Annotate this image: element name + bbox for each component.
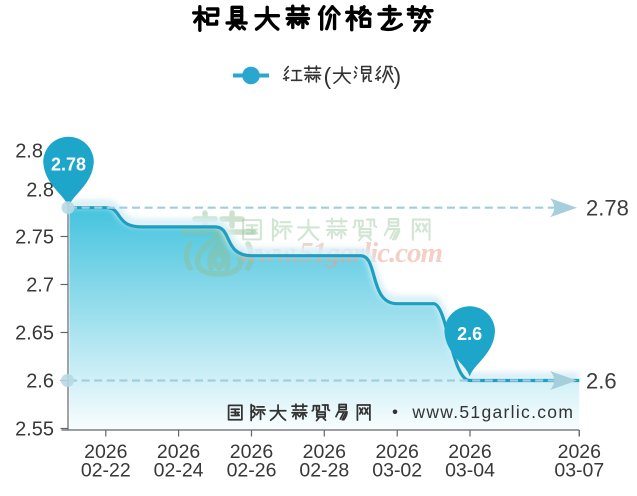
svg-text:2.6: 2.6 [457,324,482,344]
svg-text:2.78: 2.78 [51,154,86,174]
svg-text:02-26: 02-26 [227,460,277,482]
svg-text:2.8: 2.8 [26,180,54,202]
svg-text:2.65: 2.65 [15,323,54,345]
svg-text:03-04: 03-04 [445,460,495,482]
svg-text:2.55: 2.55 [15,419,54,441]
svg-text:2.7: 2.7 [26,275,54,297]
svg-text:02-28: 02-28 [299,460,349,482]
svg-text:): ) [394,63,402,89]
svg-text:2026: 2026 [376,441,419,463]
svg-text:www.51garlic.com: www.51garlic.com [411,402,574,422]
svg-text:02-22: 02-22 [81,460,131,482]
svg-text:2026: 2026 [303,441,346,463]
svg-text:2026: 2026 [157,441,200,463]
svg-text:2026: 2026 [84,441,127,463]
svg-text:02-24: 02-24 [154,460,204,482]
svg-text:2026: 2026 [230,441,273,463]
svg-text:2026: 2026 [448,441,491,463]
svg-text:2.6: 2.6 [26,371,54,393]
svg-text:2.75: 2.75 [15,227,54,249]
svg-text:(: ( [324,63,332,89]
svg-text:2.6: 2.6 [586,368,617,393]
svg-text:03-02: 03-02 [372,460,422,482]
svg-text:2.8: 2.8 [15,141,43,163]
svg-text:2026: 2026 [558,441,601,463]
svg-text:2.78: 2.78 [586,196,629,221]
svg-text:03-07: 03-07 [554,460,604,482]
